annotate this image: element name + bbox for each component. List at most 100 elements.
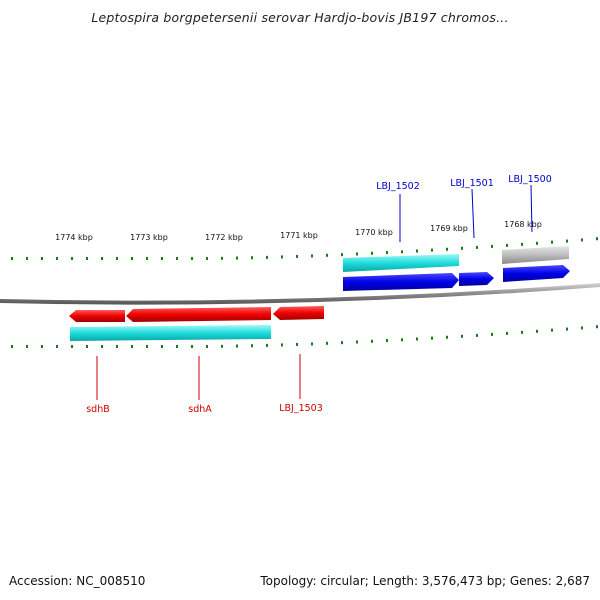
reverse-strand-features (69, 306, 324, 341)
minor-tick (266, 343, 268, 347)
minor-tick (101, 257, 103, 260)
gene-arrow-lbj-1502[interactable] (343, 273, 459, 291)
minor-tick (476, 245, 478, 249)
minor-tick (596, 237, 598, 241)
minor-tick (566, 239, 568, 243)
minor-tick (251, 344, 253, 348)
rna-feature-lbj-1500[interactable] (502, 246, 569, 264)
minor-tick (386, 251, 388, 255)
minor-tick (116, 257, 118, 260)
minor-tick (26, 345, 28, 348)
minor-tick (191, 257, 193, 260)
minor-tick (401, 250, 403, 254)
minor-tick (596, 325, 598, 329)
scale-label: 1768 kbp (504, 220, 542, 229)
minor-tick (341, 341, 343, 345)
minor-tick (56, 257, 58, 260)
minor-tick (491, 244, 493, 248)
gene-label-sdha[interactable]: sdhA (188, 404, 212, 415)
minor-tick (446, 247, 448, 251)
minor-tick (86, 257, 88, 260)
minor-tick (386, 339, 388, 343)
minor-tick (581, 326, 583, 330)
minor-tick (581, 238, 583, 242)
minor-tick (11, 345, 13, 348)
minor-tick (461, 246, 463, 250)
map-title: Leptospira borgpetersenii serovar Hardjo… (91, 10, 509, 25)
minor-tick (146, 345, 148, 348)
scale-ticks-reverse (11, 325, 598, 348)
minor-tick (491, 332, 493, 336)
minor-tick (41, 257, 43, 260)
scale-label: 1771 kbp (280, 231, 318, 240)
minor-tick (521, 242, 523, 246)
minor-tick (341, 253, 343, 257)
scale-labels: 1774 kbp 1773 kbp 1772 kbp 1771 kbp 1770… (55, 220, 542, 242)
minor-tick (11, 257, 13, 260)
minor-tick (146, 257, 148, 260)
minor-tick (356, 252, 358, 256)
minor-tick (446, 335, 448, 339)
reverse-gene-labels: sdhB sdhA LBJ_1503 (86, 354, 323, 415)
gene-arrow-lbj-1503[interactable] (273, 306, 324, 320)
minor-tick (266, 255, 268, 259)
gene-arrow-lbj-1500[interactable] (503, 265, 570, 282)
minor-tick (131, 257, 133, 260)
minor-tick (551, 328, 553, 332)
minor-tick (311, 254, 313, 258)
minor-tick (206, 344, 208, 348)
minor-tick (371, 339, 373, 343)
gene-label-lbj-1500[interactable]: LBJ_1500 (508, 174, 552, 185)
gene-arrow-lbj-1501[interactable] (459, 272, 494, 286)
chromosome-backbone (0, 283, 600, 305)
forward-strand-features (343, 246, 570, 291)
genome-summary-text: Topology: circular; Length: 3,576,473 bp… (260, 574, 590, 588)
minor-tick (431, 248, 433, 252)
minor-tick (26, 257, 28, 260)
minor-tick (41, 345, 43, 348)
minor-tick (161, 345, 163, 348)
gene-label-sdhb[interactable]: sdhB (86, 404, 110, 415)
minor-tick (56, 345, 58, 348)
minor-tick (506, 331, 508, 335)
minor-tick (281, 343, 283, 347)
minor-tick (536, 329, 538, 333)
minor-tick (296, 342, 298, 346)
minor-tick (131, 345, 133, 348)
minor-tick (71, 345, 73, 348)
gene-label-lbj-1502[interactable]: LBJ_1502 (376, 181, 420, 192)
gene-arrow-sdhb[interactable] (69, 310, 125, 322)
minor-tick (116, 345, 118, 348)
minor-tick (326, 253, 328, 257)
minor-tick (236, 344, 238, 348)
scale-label: 1774 kbp (55, 233, 93, 242)
scale-label: 1769 kbp (430, 224, 468, 233)
minor-tick (536, 241, 538, 245)
minor-tick (281, 255, 283, 259)
minor-tick (71, 257, 73, 260)
minor-tick (176, 345, 178, 348)
cds-feature-lbj-1502[interactable] (343, 254, 459, 272)
gene-arrow-sdha[interactable] (126, 307, 271, 322)
minor-tick (86, 345, 88, 348)
minor-tick (191, 345, 193, 348)
gene-label-lbj-1501[interactable]: LBJ_1501 (450, 178, 494, 189)
minor-tick (176, 257, 178, 260)
cds-feature-sdh[interactable] (70, 325, 271, 341)
accession-text: Accession: NC_008510 (9, 574, 146, 588)
minor-tick (401, 338, 403, 342)
scale-label: 1770 kbp (355, 228, 393, 237)
minor-tick (311, 342, 313, 346)
forward-gene-labels: LBJ_1502 LBJ_1501 LBJ_1500 (376, 174, 552, 242)
scale-ticks-forward (11, 237, 598, 260)
minor-tick (206, 256, 208, 260)
minor-tick (296, 254, 298, 258)
minor-tick (371, 251, 373, 255)
gene-label-lbj-1503[interactable]: LBJ_1503 (279, 403, 323, 414)
minor-tick (101, 345, 103, 348)
minor-tick (356, 340, 358, 344)
minor-tick (416, 249, 418, 253)
minor-tick (506, 243, 508, 247)
